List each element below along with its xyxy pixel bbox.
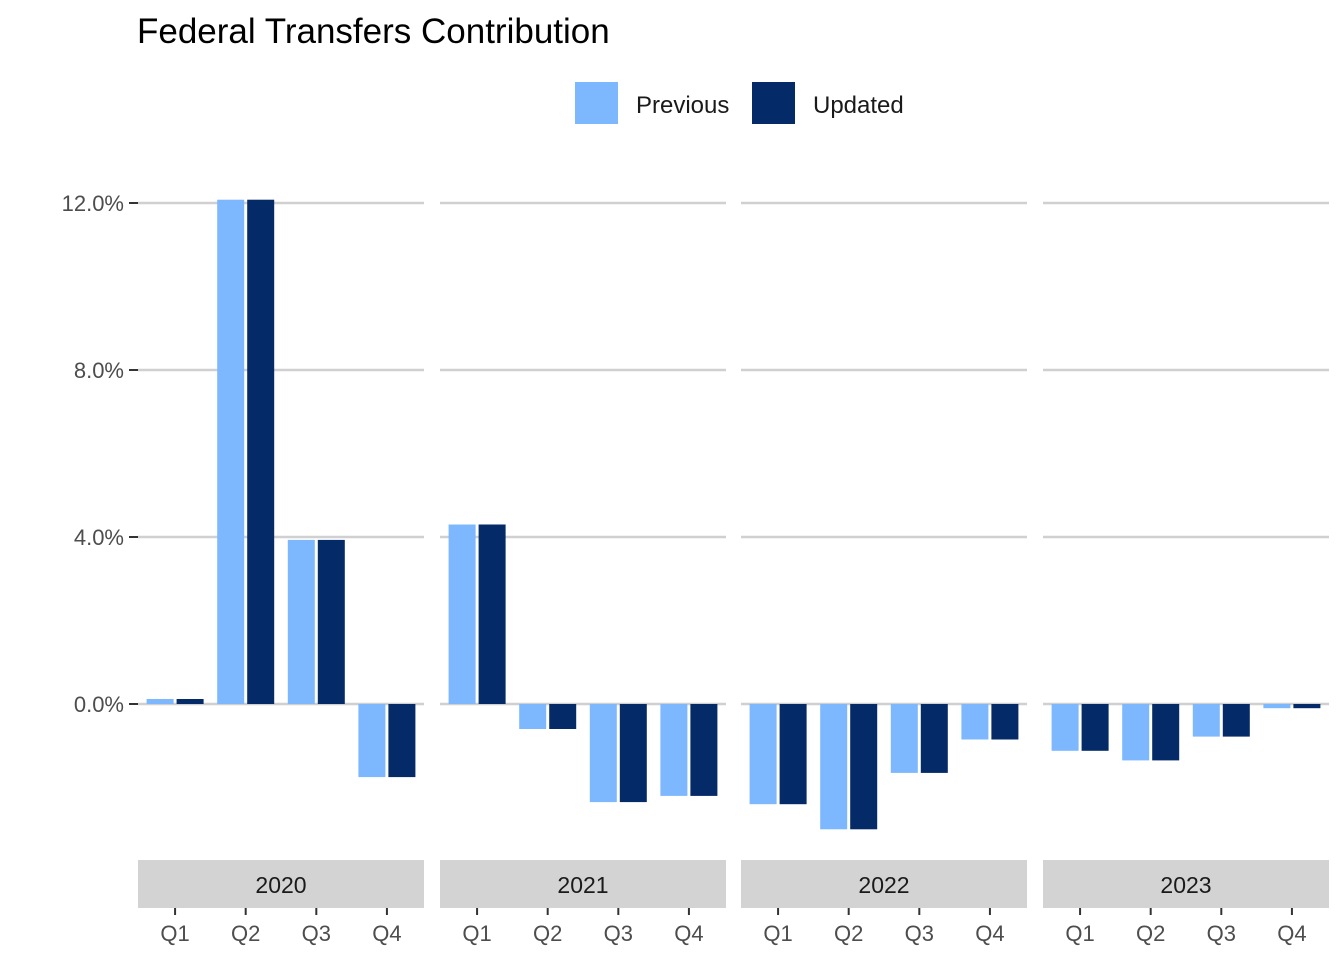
bar-updated-2021-q1 [478,524,506,704]
bar-updated-2022-q4 [991,704,1019,740]
bar-updated-2022-q2 [850,704,878,830]
bar-previous-2021-q4 [660,704,688,796]
facet-strip [440,860,726,908]
bar-updated-2020-q2 [247,199,275,704]
bar-previous-2022-q2 [820,704,848,830]
x-tick-label: Q1 [160,921,189,946]
y-tick-label: 12.0% [62,191,124,216]
x-tick-label: Q4 [975,921,1004,946]
facet-strip-label: 2021 [557,872,608,898]
facet-panels: Q1 Q2 Q3 Q4 2020 Q1 Q2 Q3 Q4 2021 Q1 Q2 Q3 Q4 2022 Q1 Q2… [138,199,1329,946]
y-axis: 0.0% 4.0% 8.0% 12.0% [62,191,138,717]
bar-updated-2023-q4 [1293,704,1321,709]
bar-previous-2022-q4 [961,704,989,740]
x-tick-label: Q2 [533,921,562,946]
facet-strip [1043,860,1329,908]
bar-updated-2023-q3 [1222,704,1250,737]
bar-previous-2023-q2 [1122,704,1150,761]
x-tick-label: Q3 [604,921,633,946]
facet-strip [741,860,1027,908]
facet-panel-2021: Q1 Q2 Q3 Q4 2021 [440,201,726,946]
bar-previous-2021-q2 [519,704,547,729]
x-tick-label: Q3 [302,921,331,946]
bar-updated-2021-q3 [619,704,647,803]
bar-previous-2020-q3 [287,539,315,704]
bar-previous-2020-q2 [217,199,245,704]
facet-strip [138,860,424,908]
bar-previous-2023-q1 [1051,704,1079,751]
bar-previous-2023-q4 [1263,704,1291,709]
x-tick-label: Q1 [763,921,792,946]
facet-strip-label: 2023 [1160,872,1211,898]
bar-previous-2022-q1 [749,704,777,805]
x-tick-label: Q2 [834,921,863,946]
bar-updated-2020-q1 [176,699,204,704]
bar-previous-2020-q1 [146,699,174,704]
x-tick-label: Q1 [462,921,491,946]
bar-updated-2022-q3 [920,704,948,773]
facet-panel-2022: Q1 Q2 Q3 Q4 2022 [741,201,1027,946]
x-tick-label: Q4 [1277,921,1306,946]
bar-updated-2022-q1 [779,704,807,805]
facet-panel-2023: Q1 Q2 Q3 Q4 2023 [1043,201,1329,946]
legend-label-updated: Updated [813,92,904,119]
bar-previous-2021-q1 [448,524,476,704]
bar-previous-2021-q3 [589,704,617,803]
x-tick-label: Q2 [1136,921,1165,946]
bar-updated-2020-q4 [388,704,416,778]
facet-strip-label: 2020 [255,872,306,898]
facet-panel-2020: Q1 Q2 Q3 Q4 2020 [138,199,424,946]
y-tick-label: 8.0% [74,358,124,383]
bar-updated-2020-q3 [317,539,345,704]
bar-updated-2021-q4 [690,704,718,796]
bar-updated-2023-q1 [1081,704,1109,751]
chart-title: Federal Transfers Contribution [137,12,610,51]
x-tick-label: Q3 [1207,921,1236,946]
bar-previous-2023-q3 [1192,704,1220,737]
bar-updated-2023-q2 [1152,704,1180,761]
legend-swatch-updated [752,82,795,124]
bar-updated-2021-q2 [549,704,577,729]
x-tick-label: Q4 [372,921,401,946]
x-tick-label: Q3 [905,921,934,946]
bar-previous-2022-q3 [890,704,918,773]
y-tick-label: 4.0% [74,525,124,550]
legend-swatch-previous [575,82,618,124]
x-tick-label: Q4 [674,921,703,946]
x-tick-label: Q2 [231,921,260,946]
bar-previous-2020-q4 [358,704,386,778]
legend: Previous Updated [575,82,904,124]
facet-strip-label: 2022 [858,872,909,898]
y-tick-label: 0.0% [74,692,124,717]
x-tick-label: Q1 [1065,921,1094,946]
legend-label-previous: Previous [636,92,729,119]
